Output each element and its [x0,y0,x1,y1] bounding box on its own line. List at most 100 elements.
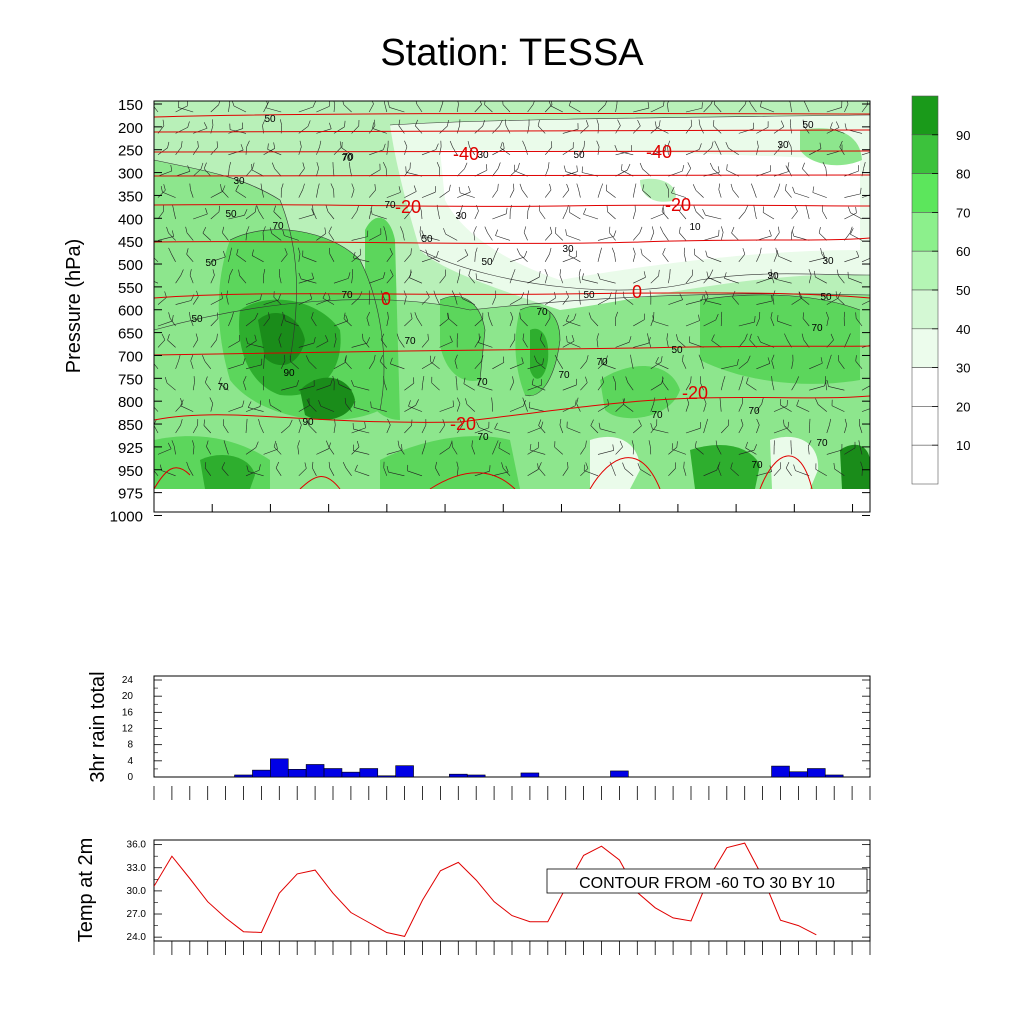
wind-barb [632,119,641,134]
wind-barb [398,119,405,134]
wind-barb [703,418,709,434]
wind-barb [383,376,388,391]
wind-barb [164,376,176,391]
wind-barb [717,461,722,476]
rh-label: 70 [536,307,548,318]
wind-barb [492,207,508,220]
wind-barb [622,462,634,477]
wind-barb [544,162,550,177]
wind-barb [844,206,857,220]
wind-barb [370,401,387,412]
pressure-tick-label: 650 [118,326,143,343]
wind-barb [333,314,349,327]
wind-barb [435,461,440,476]
wind-barb [527,421,544,434]
rh-label: 70 [477,432,489,443]
wind-barb [522,140,528,155]
wind-barb [433,290,440,305]
wind-barb [421,440,427,455]
wind-barb [559,418,564,434]
wind-barb [668,441,678,455]
wind-barb [538,419,546,434]
wind-barb [369,228,382,241]
temperature-tick-label: 24.0 [127,932,147,943]
wind-barb [693,205,704,220]
wind-barb [386,444,403,455]
rh-label: 50 [264,114,276,125]
wind-barb [353,251,370,263]
wind-barb [228,209,248,220]
rain-bar [807,768,826,778]
wind-barb [344,355,352,370]
wind-barb [404,248,412,262]
rain-bar [252,769,271,778]
wind-barb [175,419,183,434]
wind-barb [404,399,419,412]
wind-barb [192,141,199,155]
wind-barb [615,440,623,455]
wind-barb [456,397,461,412]
wind-barb [583,464,599,477]
wind-barb [329,247,335,262]
wind-barb [724,272,739,284]
wind-barb [333,120,346,134]
wind-barb [298,462,307,477]
colorbar-label: 60 [956,244,970,259]
wind-barb [404,312,413,327]
wind-barb [683,461,687,476]
wind-barb [808,418,811,434]
wind-barb [809,251,826,263]
wind-barb [210,292,223,305]
wind-barb [203,419,212,434]
wind-barb [449,140,458,155]
pressure-tick-label: 1000 [110,508,143,525]
cross-section-frame [153,100,871,513]
wind-barb [703,229,720,241]
wind-barb [791,354,794,369]
wind-barb [815,398,827,412]
wind-barb [154,106,159,113]
wind-barb [245,162,255,177]
isotherm-label: -20 [665,195,691,215]
wind-barb [756,357,771,370]
wind-barb [632,183,637,198]
wind-barb [439,441,453,455]
wind-barb [154,406,159,412]
wind-barb [352,423,370,434]
wind-barb [809,379,827,391]
wind-barb [685,422,701,434]
rain-bar [234,774,253,778]
wind-barb [351,183,355,198]
wind-barb [668,293,683,305]
wind-barb [456,333,459,348]
isotherm-label: -20 [395,197,421,217]
rh-shading [154,101,870,512]
wind-barb [336,378,352,391]
wind-barb [279,269,282,284]
rh-label: 50 [573,150,585,161]
rain-tick-label: 0 [127,772,133,783]
wind-barb [780,399,792,412]
wind-barb [386,248,393,262]
rh-label: 70 [596,357,608,368]
wind-barb [509,311,514,327]
wind-barb [835,291,845,305]
wind-barb [519,312,528,327]
rain-bar [520,772,540,778]
wind-barb [650,207,665,220]
wind-barb [527,463,539,477]
pressure-tick-label: 450 [118,234,143,251]
wind-barb [168,312,176,327]
colorbar-label: 80 [956,167,970,182]
wind-barb [492,183,499,198]
rh-label: 70 [476,377,488,388]
wind-barb [404,185,417,198]
wind-barb [756,247,762,262]
wind-barb [223,419,229,434]
wind-barb [826,354,832,369]
wind-barb [228,101,230,113]
wind-barb [789,101,792,113]
time-axis-top [153,504,854,512]
wind-barb [325,205,335,220]
rain-bar [359,768,379,778]
